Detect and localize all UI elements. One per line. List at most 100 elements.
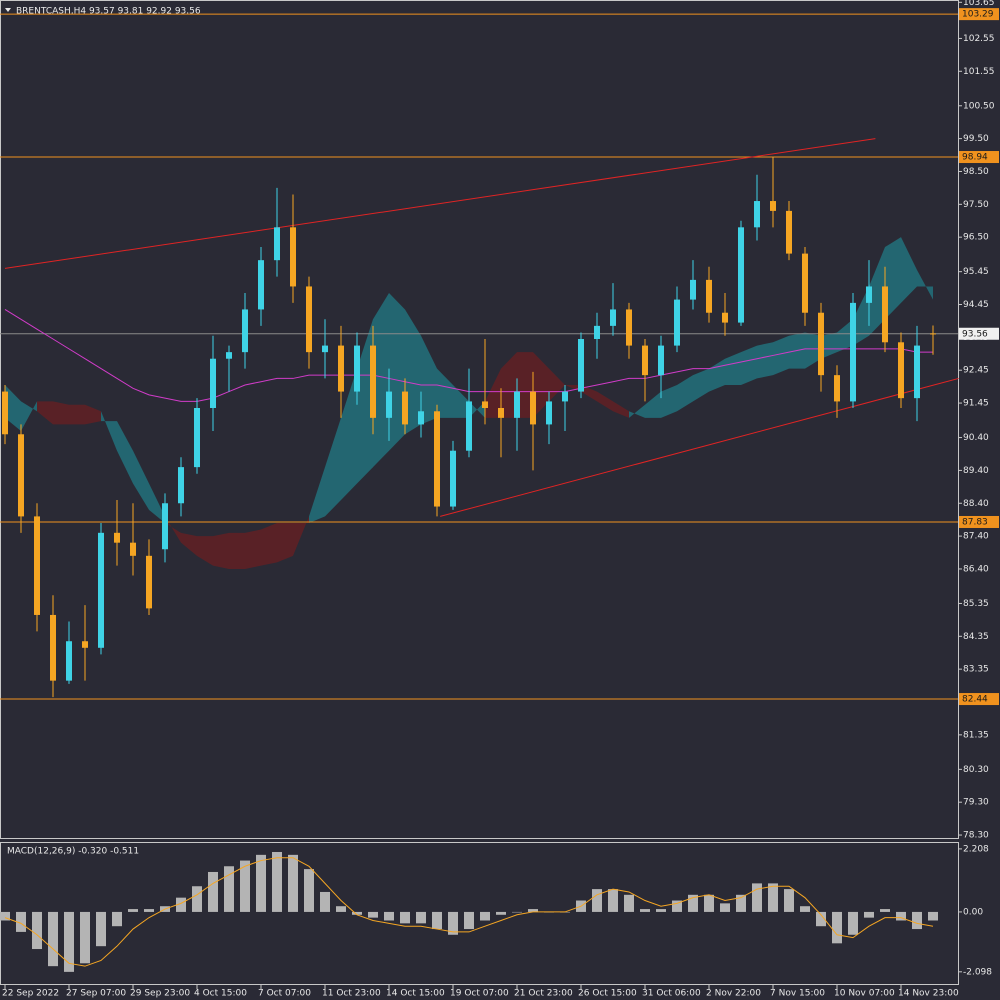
candle-body: [754, 201, 760, 228]
cloud-segment: [597, 391, 613, 412]
x-tick-label: 21 Oct 23:00: [514, 989, 573, 999]
candle-body: [98, 532, 104, 648]
candle-body: [354, 345, 360, 392]
macd-bar: [592, 889, 602, 912]
y-tick-label: 78.30: [963, 831, 989, 841]
macd-bar: [704, 894, 714, 912]
macd-bar: [608, 889, 618, 912]
candle-body: [882, 286, 888, 343]
candle-body: [50, 614, 56, 681]
cloud-segment: [245, 529, 261, 569]
macd-bar: [656, 909, 666, 912]
candle-body: [450, 450, 456, 507]
cloud-segment: [277, 522, 293, 563]
cloud-segment: [325, 417, 341, 517]
x-tick-label: 4 Oct 15:00: [194, 989, 247, 999]
candle-body: [18, 434, 24, 517]
cloud-segment: [869, 247, 885, 336]
macd-bar: [320, 891, 330, 912]
candle-body: [770, 201, 776, 211]
y-tick-label: 83.35: [963, 665, 989, 675]
macd-bar: [752, 883, 762, 912]
x-tick-label: 29 Sep 23:00: [130, 989, 190, 999]
candle-body: [130, 542, 136, 556]
cloud-segment: [261, 522, 277, 566]
signal-line: [4, 857, 934, 967]
candle-body: [850, 302, 856, 402]
macd-bar: [448, 911, 458, 935]
cloud-segment: [213, 532, 229, 569]
candle-body: [290, 227, 296, 287]
cloud-segment: [805, 332, 821, 369]
cloud-segment: [565, 385, 581, 392]
y-tick-label: 95.45: [963, 267, 989, 277]
x-tick-label: 10 Nov 07:00: [834, 989, 895, 999]
cloud-segment: [757, 342, 773, 379]
y-tick-label: 81.35: [963, 730, 989, 740]
cloud-segment: [21, 401, 37, 431]
macd-bar: [912, 911, 922, 930]
macd-bar: [496, 911, 506, 915]
cloud-segment: [197, 536, 213, 566]
macd-bar: [368, 911, 378, 918]
candle-body: [2, 391, 8, 435]
candle-body: [738, 227, 744, 323]
x-tick-label: 11 Oct 23:00: [322, 989, 381, 999]
x-tick-label: 26 Oct 15:00: [578, 989, 637, 999]
candle-body: [194, 407, 200, 468]
candle-body: [898, 342, 904, 399]
cloud-segment: [549, 368, 565, 402]
cloud-segment: [741, 345, 757, 386]
macd-bar: [224, 866, 234, 912]
cloud-segment: [389, 293, 405, 451]
macd-bar: [864, 911, 874, 918]
y-tick-label: 97.50: [963, 200, 989, 210]
x-tick-label: 27 Sep 07:00: [66, 989, 126, 999]
macd-bar: [304, 869, 314, 912]
macd-bar: [896, 911, 906, 921]
x-tick-label: 7 Nov 15:00: [770, 989, 825, 999]
candle-body: [402, 391, 408, 425]
cloud-segment: [485, 368, 501, 418]
macd-bar: [768, 883, 778, 912]
cloud-segment: [677, 375, 693, 412]
candle-body: [658, 345, 664, 376]
x-tick-label: 14 Oct 15:00: [386, 989, 445, 999]
y-tick-label: 88.40: [963, 499, 989, 509]
cloud-segment: [405, 309, 421, 435]
y-tick-label: 101.55: [963, 67, 995, 77]
candle-body: [722, 312, 728, 323]
trendline: [440, 377, 959, 517]
candle-body: [82, 641, 88, 648]
cloud-segment: [453, 385, 469, 418]
candle-body: [514, 391, 520, 418]
cloud-segment: [5, 385, 21, 431]
cloud-segment: [709, 358, 725, 392]
candle-body: [34, 516, 40, 615]
y-tick-label: 102.55: [963, 34, 995, 44]
menu-arrow[interactable]: [5, 8, 11, 12]
y-tick-label: 94.45: [963, 300, 989, 310]
candle-body: [818, 312, 824, 376]
y-tick-label: 85.35: [963, 599, 989, 609]
macd-bar: [192, 886, 202, 912]
candle-body: [834, 375, 840, 402]
macd-bar: [720, 903, 730, 912]
macd-bar: [880, 909, 890, 912]
y-tick-label: 2.208: [963, 844, 989, 854]
cloud-segment: [133, 450, 149, 510]
candle-body: [66, 641, 72, 681]
macd-bar: [512, 911, 522, 913]
cloud-segment: [645, 391, 661, 418]
cloud-segment: [69, 404, 85, 425]
cloud-segment: [517, 352, 533, 418]
macd-bar: [32, 911, 42, 950]
cloud-segment: [773, 335, 789, 376]
candle-body: [306, 286, 312, 353]
cloud-segment: [533, 352, 549, 418]
macd-bar: [208, 871, 218, 912]
y-tick-label: 103.65: [963, 0, 995, 8]
macd-bar: [464, 911, 474, 930]
macd-bar: [832, 911, 842, 944]
